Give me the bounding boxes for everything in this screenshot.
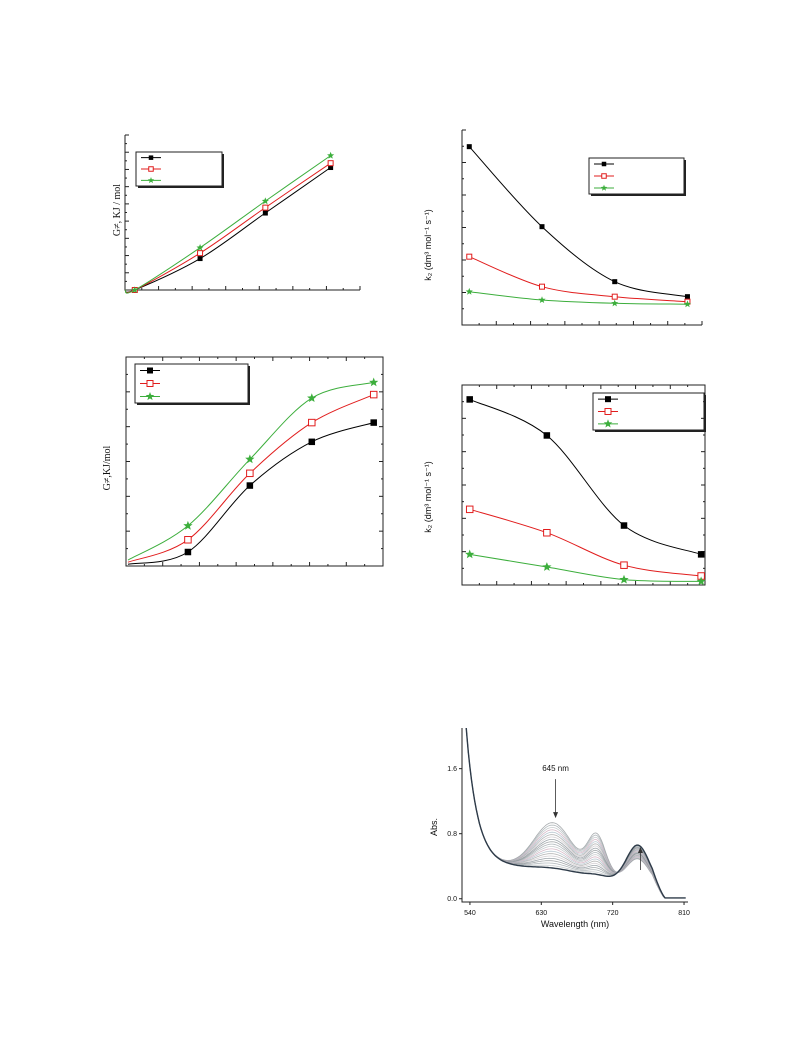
x-tick-label: 540 bbox=[464, 910, 476, 917]
data-point bbox=[246, 482, 254, 489]
data-point bbox=[611, 299, 619, 307]
data-point bbox=[539, 224, 545, 230]
data-point bbox=[543, 432, 551, 439]
y-axis-label: k₂ (dm³ mol⁻¹ s⁻¹) bbox=[423, 461, 433, 533]
data-point bbox=[542, 562, 552, 571]
data-point bbox=[696, 576, 706, 586]
data-point bbox=[466, 144, 472, 150]
data-point bbox=[197, 250, 204, 257]
legend-marker bbox=[147, 367, 153, 374]
data-point bbox=[466, 396, 473, 403]
legend-marker bbox=[148, 155, 154, 160]
arrow-head bbox=[553, 812, 559, 819]
chart-panel-d: k₂ (dm³ mol⁻¹ s⁻¹) bbox=[423, 384, 706, 586]
legend-marker bbox=[603, 419, 613, 428]
x-axis-label: Wavelength (nm) bbox=[541, 919, 609, 929]
series-line-1 bbox=[127, 422, 374, 565]
data-point bbox=[683, 300, 691, 308]
y-axis-label: G≠,KJ/mol bbox=[102, 445, 113, 490]
x-tick-label: 720 bbox=[607, 910, 619, 917]
chart-panel-c: G≠,KJ/mol bbox=[102, 356, 384, 567]
y-axis-label: Abs. bbox=[429, 818, 439, 836]
chart-panel-a: G≠, KJ / mol bbox=[112, 134, 361, 294]
data-point bbox=[612, 279, 618, 285]
data-point bbox=[619, 574, 629, 584]
data-point bbox=[245, 454, 255, 464]
data-point bbox=[328, 165, 334, 171]
x-tick-label: 810 bbox=[678, 910, 690, 917]
data-point bbox=[262, 204, 269, 211]
series-line-3 bbox=[469, 291, 688, 305]
data-point bbox=[465, 287, 473, 295]
x-tick-label: 630 bbox=[535, 910, 547, 917]
data-point bbox=[197, 256, 203, 262]
series-line-2 bbox=[469, 508, 702, 577]
series-line-2 bbox=[127, 394, 374, 563]
data-point bbox=[184, 548, 192, 556]
data-point bbox=[261, 197, 269, 205]
legend-marker bbox=[600, 184, 608, 191]
data-point bbox=[465, 549, 475, 559]
legend-box bbox=[588, 157, 686, 196]
legend-marker bbox=[604, 408, 612, 415]
data-point bbox=[543, 528, 551, 537]
data-point bbox=[246, 469, 254, 478]
data-point bbox=[196, 244, 204, 251]
data-point bbox=[369, 377, 379, 387]
legend-box bbox=[592, 392, 706, 432]
data-point bbox=[620, 561, 628, 569]
y-axis-label: k₂ (dm³ mol⁻¹ s⁻¹) bbox=[423, 209, 433, 281]
y-tick-label: 1.6 bbox=[447, 766, 457, 773]
chart-panel-b: k₂ (dm³ mol⁻¹ s⁻¹) bbox=[423, 129, 703, 326]
legend-box bbox=[134, 363, 250, 405]
y-tick-label: 0.8 bbox=[447, 831, 457, 838]
data-point bbox=[183, 520, 193, 530]
data-point bbox=[466, 253, 473, 260]
data-point bbox=[327, 160, 334, 167]
series-line-3 bbox=[469, 553, 702, 582]
legend-marker bbox=[145, 392, 155, 401]
data-point bbox=[370, 419, 377, 426]
y-tick-label: 0.0 bbox=[447, 896, 457, 903]
y-axis-label: G≠, KJ / mol bbox=[112, 184, 123, 236]
data-point bbox=[465, 505, 474, 514]
arrow-head bbox=[637, 846, 643, 853]
legend-marker bbox=[148, 166, 154, 172]
annotation-label: 645 nm bbox=[542, 764, 569, 773]
series-line-1 bbox=[468, 146, 688, 298]
series-line-1 bbox=[469, 398, 702, 555]
data-point bbox=[131, 286, 139, 293]
data-point bbox=[369, 390, 378, 399]
data-point bbox=[538, 296, 546, 303]
data-point bbox=[697, 551, 705, 558]
data-point bbox=[184, 536, 192, 544]
data-point bbox=[620, 522, 628, 529]
series-line-2 bbox=[469, 256, 688, 303]
data-point bbox=[307, 393, 317, 402]
data-point bbox=[611, 293, 618, 300]
data-point bbox=[308, 438, 316, 446]
data-point bbox=[262, 210, 268, 216]
legend-box bbox=[135, 151, 224, 188]
spectra-curves bbox=[465, 728, 686, 899]
chart-panel-e: Abs. Wavelength (nm) 540 630 720 810 0.0 0.8 1… bbox=[429, 728, 690, 929]
legend-marker bbox=[147, 177, 155, 184]
legend-marker bbox=[601, 161, 607, 167]
data-point bbox=[684, 294, 690, 300]
data-point bbox=[308, 418, 316, 427]
legend-marker bbox=[146, 380, 154, 387]
data-point bbox=[327, 151, 335, 159]
data-point bbox=[539, 283, 545, 290]
legend-marker bbox=[605, 396, 611, 403]
spectrum-curve bbox=[465, 728, 686, 899]
legend-marker bbox=[601, 173, 607, 179]
